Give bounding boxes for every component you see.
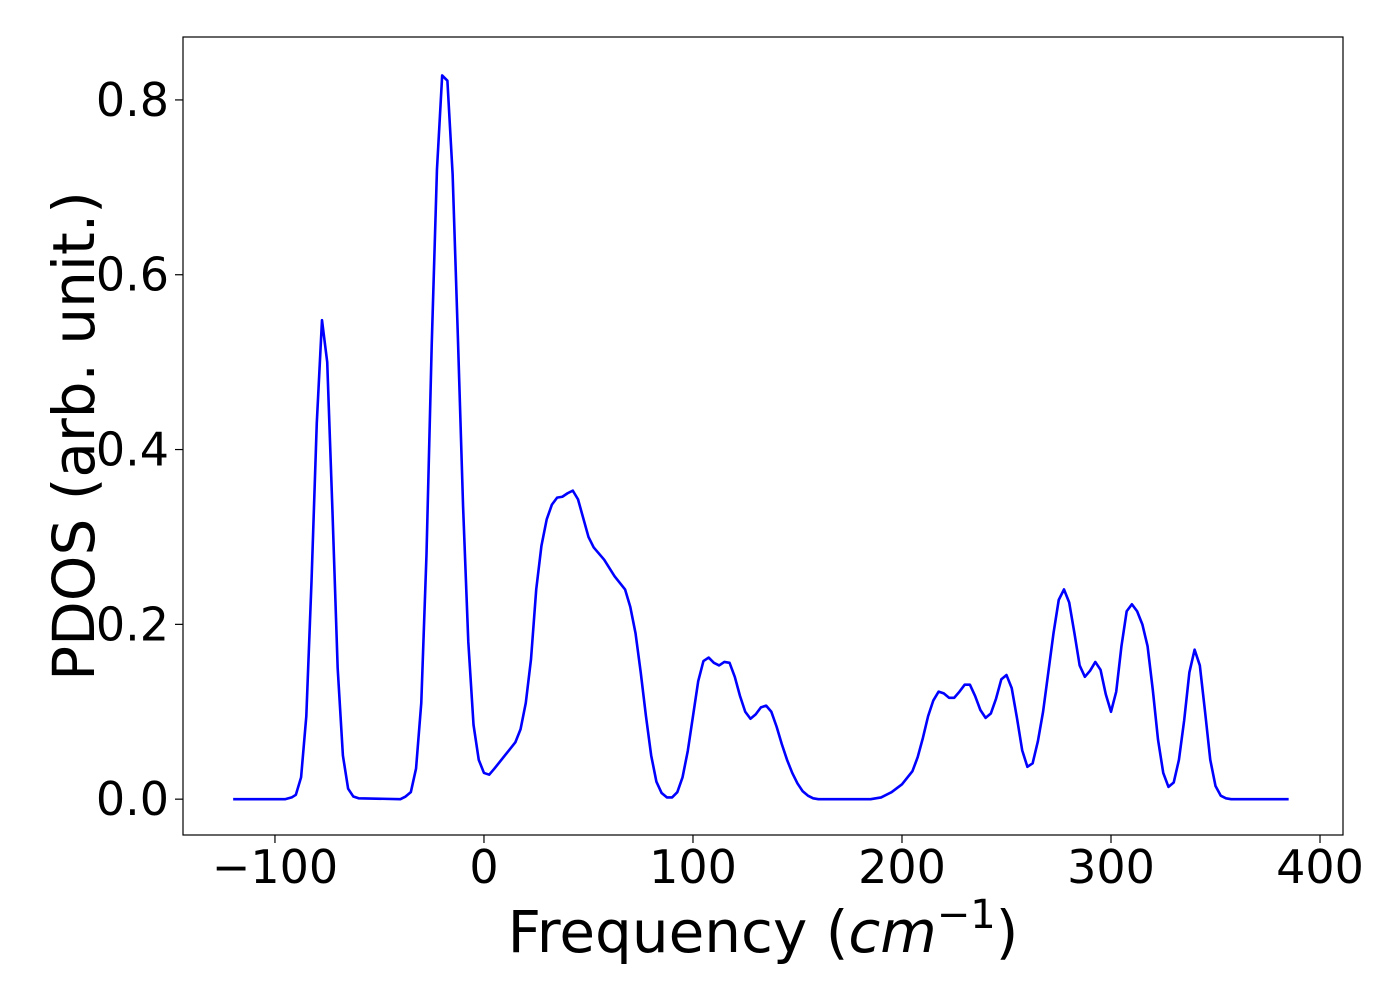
y-tick-label: 0.0 xyxy=(96,772,169,826)
x-label-unit: cm xyxy=(848,898,936,966)
y-tick-label: 0.6 xyxy=(96,248,169,302)
x-label-exponent: −1 xyxy=(937,892,996,938)
y-tick-label: 0.2 xyxy=(96,597,169,651)
plot-frame xyxy=(182,36,1344,836)
data-line xyxy=(233,74,1289,801)
x-label-close: ) xyxy=(996,898,1019,966)
y-tick-label: 0.4 xyxy=(96,423,169,477)
x-axis-label: Frequency (cm−1) xyxy=(508,892,1019,966)
x-tick-label: 400 xyxy=(1276,840,1364,894)
x-tick-label: 0 xyxy=(469,840,498,894)
x-label-text: Frequency ( xyxy=(508,898,849,966)
x-tick-label: −100 xyxy=(212,840,338,894)
x-tick-label: 300 xyxy=(1067,840,1155,894)
x-tick-label: 200 xyxy=(858,840,946,894)
x-tick-label: 100 xyxy=(649,840,737,894)
y-tick-label: 0.8 xyxy=(96,73,169,127)
y-axis-label: PDOS (arb. unit.) xyxy=(40,191,108,681)
